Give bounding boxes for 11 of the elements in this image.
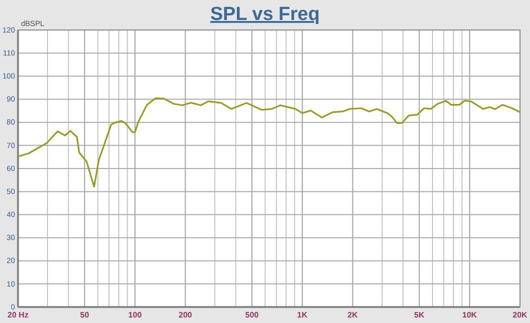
x-tick-label: 500 [245, 310, 260, 320]
x-tick-label: 200 [178, 310, 193, 320]
x-tick-label: 2K [348, 310, 358, 320]
x-tick-label: 5K [414, 310, 425, 320]
x-tick-label: 1K [297, 310, 308, 320]
x-tick-label: 10K [462, 310, 478, 320]
x-tick-label: 20 Hz [8, 310, 28, 320]
chart-title: SPL vs Freq [210, 4, 320, 25]
x-tick-label: 50 [80, 310, 90, 320]
x-tick-label: 20K [512, 310, 528, 320]
x-tick-label: 100 [128, 310, 142, 320]
